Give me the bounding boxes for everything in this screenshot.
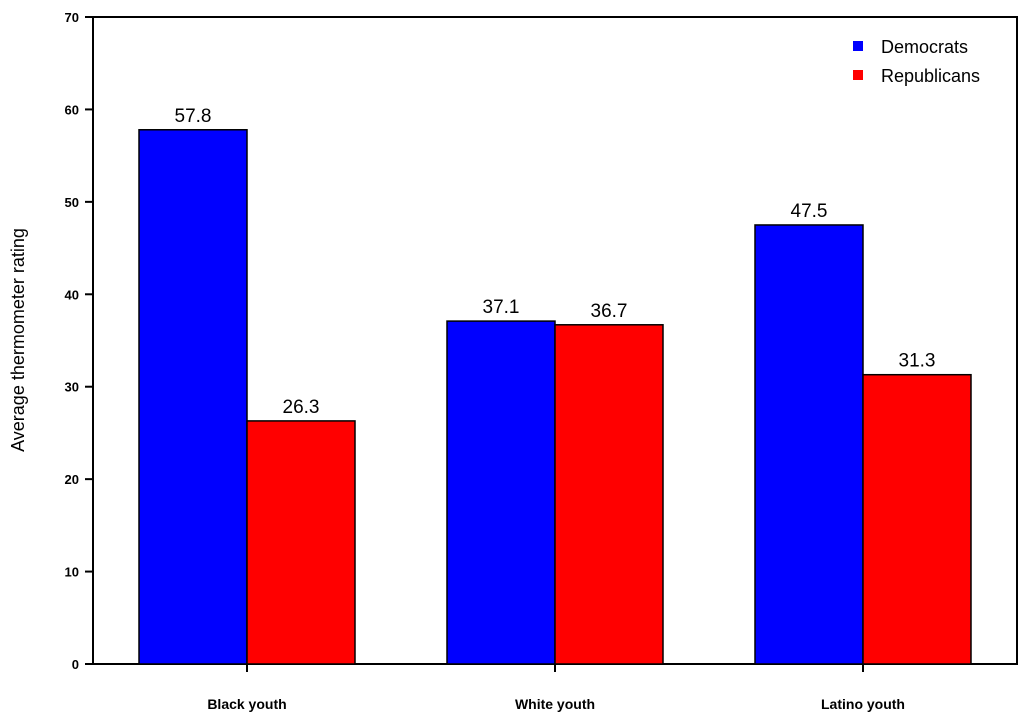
bar-republicans-black-youth xyxy=(246,420,356,665)
y-tick-label: 40 xyxy=(65,287,79,302)
value-label: 26.3 xyxy=(283,397,320,418)
bar-democrats-black-youth xyxy=(138,129,248,665)
y-tick-label: 60 xyxy=(65,102,79,117)
y-axis: 0 10 20 30 40 50 60 70 xyxy=(65,10,93,672)
value-label: 57.8 xyxy=(175,106,212,127)
bar-republicans-latino-youth xyxy=(862,373,972,665)
x-category-label: Latino youth xyxy=(821,696,905,712)
value-label: 36.7 xyxy=(591,301,628,322)
bar-republicans-white-youth xyxy=(554,324,664,665)
y-tick-label: 20 xyxy=(65,472,79,487)
legend-label-republicans: Republicans xyxy=(881,66,980,86)
y-tick-label: 70 xyxy=(65,10,79,25)
y-tick-label: 50 xyxy=(65,195,79,210)
legend-swatch-democrats xyxy=(853,41,863,51)
value-label: 31.3 xyxy=(899,351,936,372)
y-tick-label: 30 xyxy=(65,380,79,395)
y-tick-label: 10 xyxy=(65,565,79,580)
bar-democrats-white-youth xyxy=(446,320,556,665)
x-category-label: Black youth xyxy=(207,696,286,712)
x-category-label: White youth xyxy=(515,696,595,712)
x-axis: Black youth White youth Latino youth xyxy=(207,664,905,712)
legend: Democrats Republicans xyxy=(853,37,980,86)
y-tick-label: 0 xyxy=(72,657,79,672)
value-labels: 57.8 26.3 37.1 36.7 47.5 31.3 xyxy=(175,106,936,418)
value-label: 47.5 xyxy=(791,201,828,222)
value-label: 37.1 xyxy=(483,297,520,318)
legend-label-democrats: Democrats xyxy=(881,37,968,57)
bars xyxy=(138,129,972,665)
bar-democrats-latino-youth xyxy=(754,224,864,665)
y-axis-title: Average thermometer rating xyxy=(8,228,28,452)
legend-swatch-republicans xyxy=(853,70,863,80)
